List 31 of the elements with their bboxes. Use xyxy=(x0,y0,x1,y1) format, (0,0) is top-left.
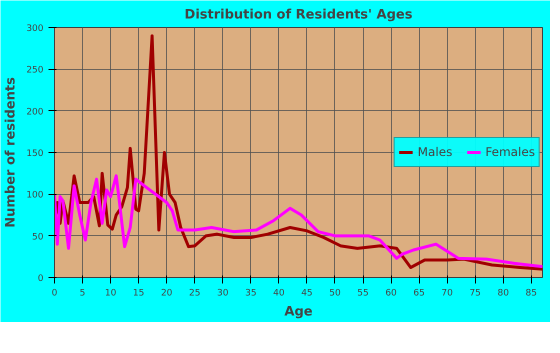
legend-label: Females xyxy=(485,145,535,159)
x-tick-label: 20 xyxy=(160,288,173,298)
x-tick-label: 50 xyxy=(329,288,341,298)
x-tick-label: 70 xyxy=(441,288,454,298)
y-tick-label: 0 xyxy=(38,274,44,284)
x-tick-label: 75 xyxy=(469,288,481,298)
x-tick-label: 5 xyxy=(80,288,86,298)
y-tick-label: 300 xyxy=(26,24,44,34)
y-tick-label: 50 xyxy=(32,232,44,242)
legend-label: Males xyxy=(418,145,452,159)
x-tick-label: 45 xyxy=(301,288,313,298)
x-tick-label: 35 xyxy=(245,288,257,298)
x-tick-label: 0 xyxy=(52,288,58,298)
y-tick-label: 250 xyxy=(26,66,44,76)
x-tick-label: 80 xyxy=(498,288,510,298)
x-tick-label: 55 xyxy=(357,288,369,298)
x-axis-title: Age xyxy=(284,304,313,320)
x-tick-label: 25 xyxy=(189,288,200,298)
y-axis-title: Number of residents xyxy=(3,76,18,228)
y-tick-label: 100 xyxy=(26,190,44,201)
x-tick-label: 85 xyxy=(526,288,538,298)
line-series xyxy=(54,174,542,268)
x-tick-label: 65 xyxy=(413,288,425,298)
x-tick-label: 60 xyxy=(385,288,398,298)
chart-title: Distribution of Residents' Ages xyxy=(184,8,413,22)
x-tick-label: 10 xyxy=(104,288,117,298)
x-tick-label: 30 xyxy=(217,288,229,298)
x-tick-label: 15 xyxy=(132,288,144,298)
x-tick-label: 40 xyxy=(273,288,285,298)
y-tick-label: 150 xyxy=(26,149,44,159)
y-tick-label: 200 xyxy=(26,107,44,118)
